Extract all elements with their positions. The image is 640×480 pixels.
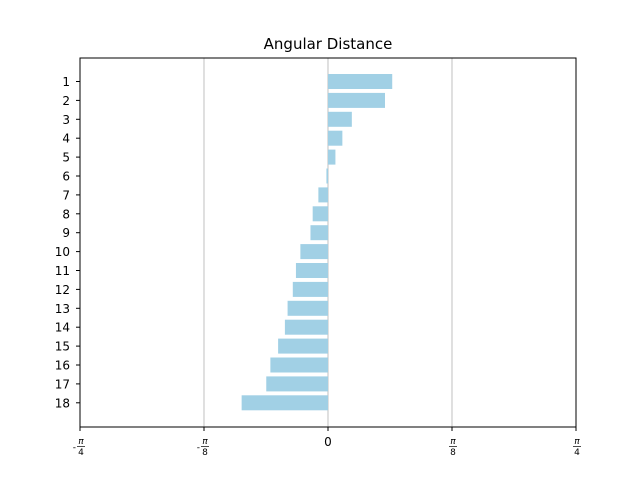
x-tick-sign: - (73, 443, 76, 453)
x-tick-numerator: π (450, 437, 456, 447)
x-tick-label: π8- (197, 437, 209, 458)
bar (270, 357, 328, 373)
y-tick-label: 7 (62, 188, 70, 202)
y-tick-label: 11 (55, 264, 70, 278)
x-tick-label: 0 (324, 435, 332, 449)
bar (278, 338, 328, 354)
bar (241, 395, 328, 411)
x-tick-numerator: π (574, 437, 580, 447)
y-tick-label: 4 (62, 132, 70, 146)
y-tick-label: 17 (55, 377, 70, 391)
bar (310, 225, 328, 241)
y-tick-label: 13 (55, 302, 70, 316)
bar (266, 376, 328, 392)
y-tick-label: 10 (55, 245, 70, 259)
bar (284, 319, 328, 335)
y-tick-label: 3 (62, 113, 70, 127)
bar (328, 74, 393, 89)
y-tick-label: 5 (62, 151, 70, 165)
plot-frame (79, 57, 577, 428)
x-tick-denominator: 4 (574, 448, 580, 458)
y-tick-label: 6 (62, 170, 70, 184)
x-tick-numerator: π (78, 437, 84, 447)
x-tick-numerator: π (202, 437, 208, 447)
bar (295, 263, 328, 278)
y-tick-label: 1 (62, 75, 70, 89)
x-tick-label: π4- (73, 437, 85, 458)
y-tick-label: 12 (55, 283, 70, 297)
bar (300, 244, 328, 260)
bar (287, 300, 328, 316)
bar (328, 130, 343, 146)
bar (328, 92, 385, 108)
x-tick-label: π4 (573, 437, 581, 458)
x-tick-denominator: 8 (202, 448, 208, 458)
y-tick-label: 14 (55, 321, 70, 335)
y-tick-label: 2 (62, 94, 70, 108)
bar (328, 111, 352, 127)
bar (326, 168, 328, 184)
chart-title: Angular Distance (264, 35, 393, 53)
bars (241, 74, 393, 411)
y-tick-label: 18 (55, 396, 70, 410)
bar (292, 281, 328, 297)
bar (318, 187, 328, 203)
y-tick-label: 8 (62, 207, 70, 221)
bar (328, 149, 336, 165)
x-tick-sign: - (197, 443, 200, 453)
y-tick-label: 9 (62, 226, 70, 240)
y-tick-label: 16 (55, 359, 70, 373)
x-tick-denominator: 8 (450, 448, 456, 458)
y-tick-label: 15 (55, 340, 70, 354)
x-tick-denominator: 4 (78, 448, 84, 458)
bar (312, 206, 328, 222)
x-tick-label: π8 (449, 437, 457, 458)
